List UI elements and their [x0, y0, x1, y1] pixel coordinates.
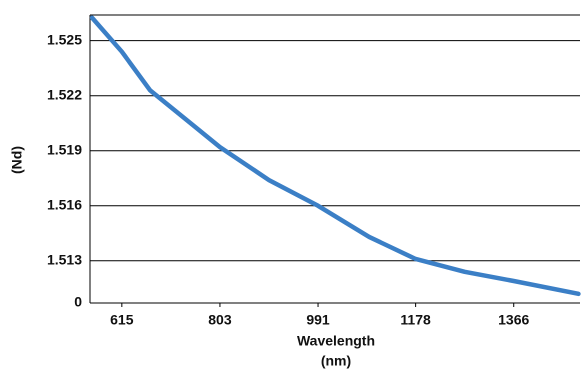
y-tick-label: 0	[74, 294, 82, 310]
y-tick-label: 1.522	[47, 86, 82, 102]
y-axis-label: (Nd)	[9, 146, 25, 174]
x-tick-label: 1178	[400, 312, 431, 328]
data-line	[89, 15, 581, 297]
y-tick-label: 1.519	[47, 141, 82, 157]
y-tick-label: 1.513	[47, 252, 82, 268]
x-axis-unit: (nm)	[321, 353, 351, 369]
x-tick-label: 991	[306, 312, 330, 328]
y-tick-label: 1.525	[47, 31, 82, 47]
x-tick-label: 1366	[498, 312, 529, 328]
y-tick-label: 1.516	[47, 196, 82, 212]
x-tick-label: 803	[208, 312, 232, 328]
x-axis-label: Wavelength	[297, 333, 375, 349]
x-tick-label: 615	[110, 312, 134, 328]
